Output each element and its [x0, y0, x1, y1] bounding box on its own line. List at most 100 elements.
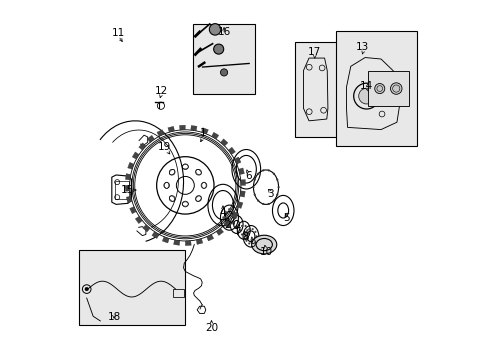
Text: 8: 8: [242, 232, 248, 242]
Circle shape: [209, 24, 221, 35]
Circle shape: [257, 199, 259, 202]
Circle shape: [224, 222, 226, 225]
Circle shape: [254, 240, 256, 242]
Circle shape: [253, 179, 255, 181]
Text: 5: 5: [282, 213, 289, 223]
Text: 19: 19: [158, 142, 171, 152]
Bar: [367, 71, 408, 107]
Polygon shape: [132, 152, 139, 159]
Polygon shape: [147, 135, 154, 143]
Polygon shape: [162, 237, 169, 243]
Polygon shape: [179, 125, 185, 130]
Polygon shape: [206, 234, 213, 241]
Text: 7: 7: [234, 227, 240, 237]
Circle shape: [195, 196, 201, 202]
Text: 2: 2: [224, 220, 230, 230]
Circle shape: [244, 225, 246, 227]
Circle shape: [254, 231, 256, 233]
Circle shape: [277, 186, 279, 188]
Text: 10: 10: [259, 247, 272, 257]
Polygon shape: [228, 147, 235, 154]
Circle shape: [253, 194, 255, 196]
Circle shape: [241, 233, 243, 235]
Text: 12: 12: [154, 86, 167, 96]
Circle shape: [224, 211, 226, 213]
Text: 17: 17: [307, 46, 321, 57]
Circle shape: [213, 44, 223, 54]
Polygon shape: [196, 239, 203, 244]
Polygon shape: [126, 196, 132, 203]
Circle shape: [201, 183, 206, 188]
Circle shape: [257, 173, 259, 175]
Bar: [294, 42, 341, 137]
Polygon shape: [238, 168, 244, 175]
Circle shape: [272, 173, 274, 175]
Circle shape: [267, 203, 269, 205]
Circle shape: [232, 211, 235, 213]
Text: 13: 13: [355, 42, 369, 52]
Circle shape: [241, 225, 243, 227]
Circle shape: [380, 81, 392, 94]
Circle shape: [276, 194, 278, 196]
Polygon shape: [231, 212, 238, 219]
Circle shape: [227, 224, 230, 227]
Polygon shape: [236, 202, 243, 208]
Bar: [335, 31, 416, 146]
Circle shape: [390, 83, 401, 94]
Circle shape: [220, 69, 227, 76]
Text: 16: 16: [217, 27, 230, 37]
Polygon shape: [125, 174, 131, 180]
Circle shape: [227, 208, 230, 211]
Polygon shape: [129, 207, 136, 214]
Circle shape: [276, 179, 278, 181]
Circle shape: [182, 201, 188, 207]
Polygon shape: [211, 132, 218, 139]
Polygon shape: [125, 185, 130, 191]
Polygon shape: [157, 130, 163, 136]
Bar: [192, 24, 255, 94]
Circle shape: [262, 169, 264, 171]
Ellipse shape: [251, 235, 276, 254]
Bar: [173, 289, 183, 297]
Circle shape: [244, 235, 246, 237]
Polygon shape: [240, 180, 245, 185]
Circle shape: [251, 228, 253, 230]
Polygon shape: [224, 221, 231, 228]
Polygon shape: [234, 157, 241, 164]
Circle shape: [222, 216, 224, 219]
Circle shape: [374, 84, 384, 94]
Circle shape: [267, 169, 269, 171]
Text: 4: 4: [219, 208, 226, 218]
Text: 20: 20: [204, 323, 218, 333]
Polygon shape: [152, 231, 159, 239]
Polygon shape: [127, 162, 134, 169]
Circle shape: [245, 240, 247, 242]
Polygon shape: [239, 191, 245, 197]
Text: 11: 11: [111, 28, 124, 38]
Circle shape: [255, 235, 257, 237]
Circle shape: [262, 203, 264, 205]
Polygon shape: [185, 241, 191, 246]
Text: 6: 6: [244, 171, 251, 181]
Text: 14: 14: [359, 81, 372, 91]
Circle shape: [232, 222, 235, 225]
Text: 3: 3: [266, 189, 273, 199]
Polygon shape: [135, 216, 142, 224]
Circle shape: [233, 216, 236, 219]
Polygon shape: [139, 143, 146, 150]
Circle shape: [239, 229, 241, 231]
Circle shape: [244, 233, 246, 235]
Circle shape: [85, 287, 88, 291]
Polygon shape: [220, 139, 227, 146]
Polygon shape: [142, 225, 150, 232]
Text: 18: 18: [107, 312, 121, 322]
Polygon shape: [173, 240, 180, 245]
Circle shape: [252, 186, 254, 188]
Circle shape: [245, 231, 247, 233]
Circle shape: [169, 169, 175, 175]
Circle shape: [182, 164, 188, 170]
Circle shape: [195, 169, 201, 175]
Text: 1: 1: [200, 129, 206, 138]
Polygon shape: [190, 125, 197, 131]
Circle shape: [248, 228, 250, 230]
